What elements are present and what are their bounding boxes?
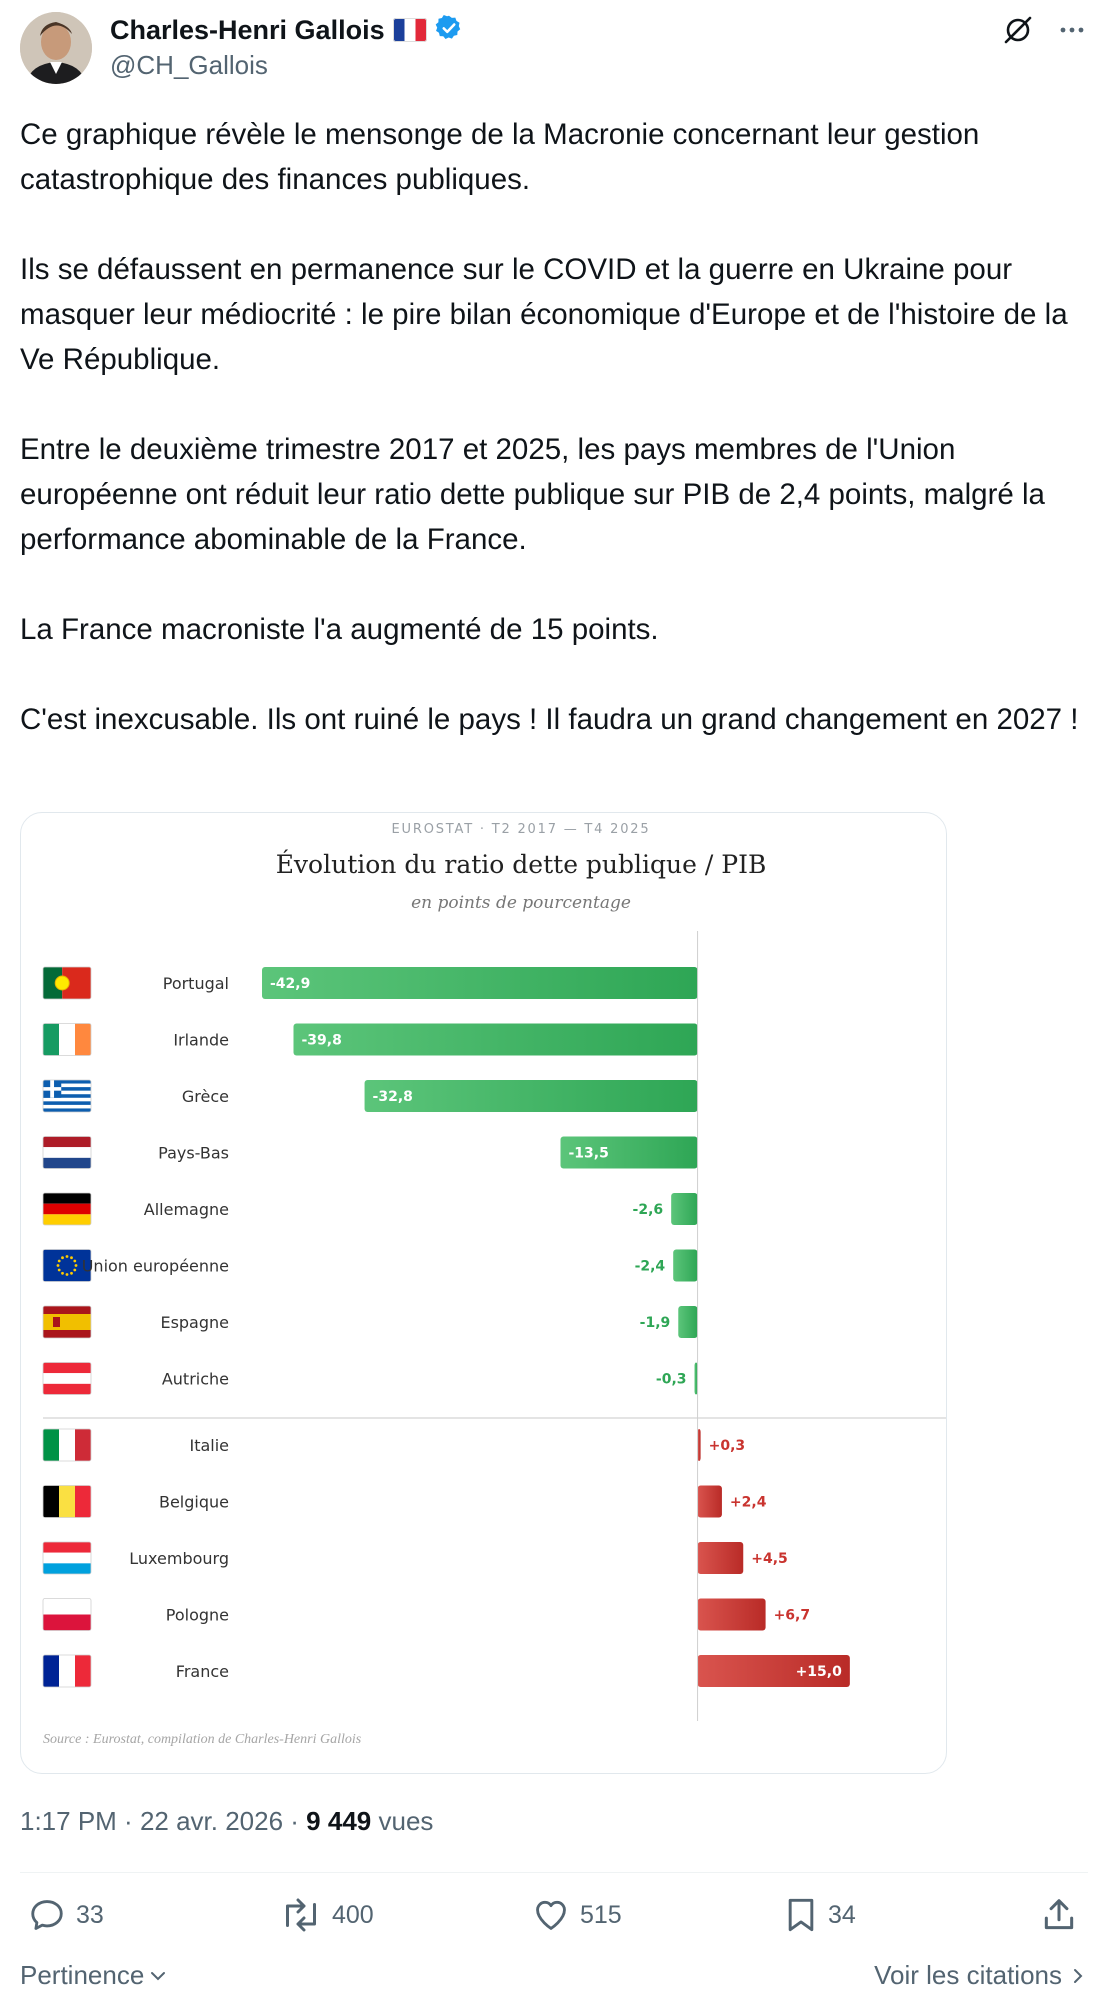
category-label: France bbox=[176, 1662, 229, 1681]
category-label: Union européenne bbox=[82, 1257, 229, 1276]
data-label: +6,7 bbox=[774, 1608, 811, 1624]
data-label: +15,0 bbox=[796, 1664, 843, 1680]
chart-source: Source : Eurostat, compilation de Charle… bbox=[43, 1732, 362, 1747]
author-handle[interactable]: @CH_Gallois bbox=[110, 50, 268, 80]
repost-count: 400 bbox=[332, 1900, 374, 1929]
chart-title: Évolution du ratio dette publique / PIB bbox=[276, 850, 767, 879]
flag-icon bbox=[42, 1598, 92, 1631]
flag-icon bbox=[42, 1305, 92, 1339]
data-label: -39,8 bbox=[301, 1033, 341, 1049]
more-options-icon[interactable] bbox=[1058, 16, 1086, 49]
tweet-time[interactable]: 1:17 PM bbox=[20, 1806, 117, 1836]
flag-icon bbox=[42, 1654, 92, 1688]
flag-icon bbox=[42, 1485, 92, 1518]
debt-ratio-chart: EUROSTAT · T2 2017 — T4 2025 Évolution d… bbox=[42, 822, 946, 1747]
category-label: Pologne bbox=[166, 1606, 229, 1625]
data-label: -13,5 bbox=[569, 1146, 609, 1162]
category-label: Portugal bbox=[163, 974, 229, 993]
bar bbox=[678, 1306, 698, 1338]
verified-badge-icon[interactable] bbox=[435, 14, 463, 47]
category-label: Pays-Bas bbox=[158, 1144, 229, 1163]
grok-icon[interactable] bbox=[1002, 14, 1034, 51]
bar bbox=[694, 1362, 698, 1395]
data-label: -2,4 bbox=[635, 1259, 666, 1275]
bar bbox=[697, 1429, 701, 1461]
data-label: +4,5 bbox=[751, 1551, 788, 1567]
category-label: Allemagne bbox=[144, 1200, 229, 1219]
sort-label: Pertinence bbox=[20, 1960, 145, 1990]
data-label: -1,9 bbox=[640, 1315, 671, 1331]
share-button[interactable] bbox=[1040, 1896, 1078, 1934]
avatar[interactable] bbox=[20, 12, 92, 84]
flag-icon bbox=[42, 1428, 92, 1462]
tweet-image[interactable]: EUROSTAT · T2 2017 — T4 2025 Évolution d… bbox=[20, 812, 947, 1774]
tweet-text: Ce graphique révèle le mensonge de la Ma… bbox=[20, 118, 1079, 736]
bar bbox=[560, 1136, 698, 1169]
repost-button[interactable]: 400 bbox=[280, 1896, 374, 1934]
data-label: -42,9 bbox=[270, 976, 310, 992]
bar bbox=[671, 1193, 698, 1225]
flag-france-icon bbox=[392, 18, 427, 42]
data-label: -32,8 bbox=[373, 1089, 413, 1105]
category-label: Belgique bbox=[159, 1493, 229, 1512]
bar bbox=[262, 967, 698, 999]
bookmark-icon bbox=[788, 1898, 814, 1932]
quotes-label: Voir les citations bbox=[874, 1960, 1062, 1990]
like-count: 515 bbox=[580, 1900, 622, 1929]
bar bbox=[293, 1023, 698, 1056]
views-count: 9 449 bbox=[306, 1806, 372, 1836]
reply-icon bbox=[31, 1900, 63, 1930]
data-label: +0,3 bbox=[709, 1438, 746, 1454]
divider bbox=[20, 1872, 1088, 1873]
replies-header: Pertinence Voir les citations bbox=[20, 1960, 1088, 2000]
bar bbox=[697, 1485, 722, 1518]
chart-header: EUROSTAT · T2 2017 — T4 2025 bbox=[392, 822, 651, 837]
flag-icon bbox=[42, 1541, 92, 1575]
like-button[interactable]: 515 bbox=[532, 1896, 622, 1934]
chevron-down-icon bbox=[151, 1971, 166, 1980]
data-label: -2,6 bbox=[633, 1202, 664, 1218]
flag-icon bbox=[42, 1362, 92, 1395]
category-label: Luxembourg bbox=[129, 1549, 229, 1568]
data-label: +2,4 bbox=[730, 1495, 767, 1511]
bookmark-button[interactable]: 34 bbox=[784, 1896, 856, 1934]
tweet-meta: 1:17 PM · 22 avr. 2026 · 9 449 vues bbox=[20, 1806, 434, 1836]
category-label: Espagne bbox=[160, 1313, 229, 1332]
heart-icon bbox=[536, 1900, 566, 1930]
bookmark-count: 34 bbox=[828, 1900, 856, 1929]
category-label: Irlande bbox=[173, 1031, 229, 1050]
share-icon bbox=[1044, 1899, 1074, 1930]
flag-icon bbox=[42, 1249, 92, 1282]
bar bbox=[697, 1655, 850, 1687]
flag-icon bbox=[42, 1192, 92, 1226]
category-label: Italie bbox=[189, 1436, 229, 1455]
chart-subtitle: en points de pourcentage bbox=[411, 893, 631, 913]
views-label: vues bbox=[378, 1806, 434, 1836]
flag-icon bbox=[42, 1079, 92, 1113]
flag-icon bbox=[42, 1023, 92, 1056]
action-bar: 33 400 515 34 bbox=[20, 1896, 1088, 1944]
tweet-date[interactable]: 22 avr. 2026 bbox=[139, 1806, 284, 1836]
category-label: Autriche bbox=[162, 1370, 229, 1389]
data-label: -0,3 bbox=[656, 1372, 687, 1388]
bar bbox=[697, 1598, 766, 1631]
chevron-right-icon bbox=[1074, 1968, 1083, 1983]
flag-icon bbox=[42, 1136, 92, 1169]
reply-button[interactable]: 33 bbox=[28, 1896, 104, 1934]
view-quotes-link[interactable]: Voir les citations bbox=[874, 1960, 1088, 1991]
category-label: Grèce bbox=[182, 1087, 229, 1106]
sort-replies-button[interactable]: Pertinence bbox=[20, 1960, 168, 1991]
repost-icon bbox=[286, 1898, 316, 1932]
bar bbox=[697, 1542, 744, 1574]
bar bbox=[364, 1080, 698, 1112]
bar bbox=[673, 1249, 698, 1282]
reply-count: 33 bbox=[76, 1900, 104, 1929]
author-display-name[interactable]: Charles-Henri Gallois bbox=[110, 14, 385, 45]
flag-icon bbox=[42, 966, 92, 1000]
